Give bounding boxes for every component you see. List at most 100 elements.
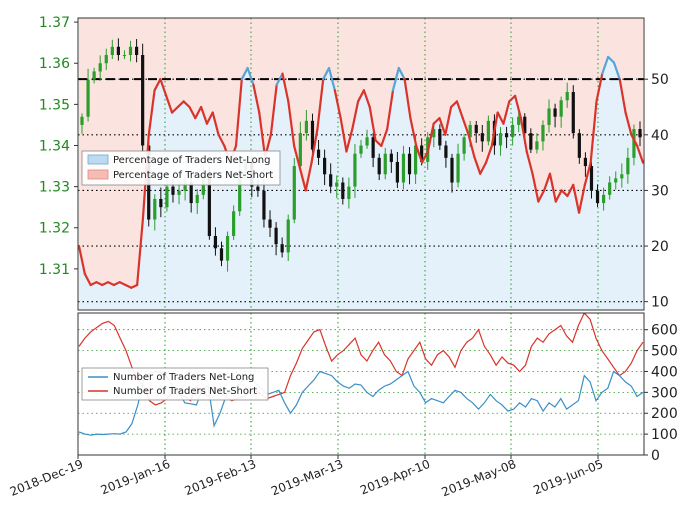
pct-segment — [287, 100, 296, 148]
candle-body — [134, 46, 139, 56]
candle-body — [316, 149, 321, 158]
pct-segment — [234, 78, 243, 148]
legend-label-net-long-count: Number of Traders Net-Long — [113, 372, 254, 383]
candle-body — [638, 129, 642, 138]
pct-segment — [200, 105, 209, 125]
pct-segment — [374, 139, 383, 148]
pct-tick-label: 20 — [651, 239, 669, 255]
candle-body — [432, 129, 436, 138]
candle-body — [383, 153, 387, 175]
pct-segment — [258, 111, 267, 159]
pct-segment — [537, 189, 546, 203]
candle-body — [632, 129, 636, 158]
candle-body — [359, 145, 363, 154]
candle-body — [547, 108, 551, 125]
candle-body — [614, 178, 618, 183]
candle-body — [104, 55, 108, 64]
pct-segment — [182, 100, 191, 109]
pct-segment — [519, 117, 528, 153]
pct-segment — [496, 111, 505, 125]
pct-segment — [240, 66, 249, 81]
pct-segment — [327, 66, 336, 92]
candle-body — [420, 145, 424, 162]
pct-segment — [548, 172, 557, 203]
pct-segment — [205, 111, 214, 125]
candle-body — [541, 124, 545, 142]
candle-body — [262, 190, 266, 220]
pct-segment — [589, 100, 598, 164]
candle-body — [498, 133, 503, 146]
candle-body — [571, 92, 575, 134]
candle-body — [523, 116, 527, 134]
net-short-area — [79, 18, 643, 288]
pct-segment — [147, 89, 156, 136]
pct-segment — [636, 144, 644, 164]
candle-body — [232, 211, 236, 236]
pct-segment — [490, 111, 499, 148]
candle-body — [86, 79, 90, 117]
price-tick-label: 1.32 — [39, 221, 70, 237]
candle-body — [92, 71, 96, 80]
pct-segment — [298, 167, 307, 192]
pct-segment — [316, 78, 325, 131]
date-tick-label: 2019-Mar-13 — [269, 457, 345, 499]
candle-body — [335, 182, 339, 187]
pct-segment — [577, 183, 586, 214]
date-tick-label: 2019-Feb-13 — [183, 457, 258, 498]
candle-body — [329, 174, 333, 187]
pct-segment — [583, 161, 592, 186]
legend-label-net-long-pct: Percentage of Traders Net-Long — [113, 155, 271, 166]
bottom-grid — [78, 313, 644, 455]
price-tick-label: 1.35 — [39, 97, 70, 113]
count-tick-label: 500 — [651, 344, 678, 360]
pct-segment — [525, 150, 534, 175]
date-axis: 2018-Dec-19 2019-Jan-16 2019-Feb-13 2019-Ma… — [8, 455, 605, 499]
pct-segment — [624, 111, 633, 136]
candle-body — [407, 153, 412, 175]
candle-body — [207, 174, 211, 236]
candle-body — [480, 133, 484, 142]
pct-segment — [630, 133, 639, 148]
pct-segment — [170, 105, 179, 114]
pct-segment — [502, 100, 511, 125]
legend-swatch-net-short — [87, 169, 109, 180]
candle-body — [620, 174, 624, 179]
candle-body — [456, 153, 460, 183]
date-tick-label: 2019-May-08 — [440, 457, 519, 500]
percentage-axis: 10 20 30 40 50 — [644, 72, 669, 311]
pct-segment — [461, 117, 470, 136]
pct-segment — [455, 100, 464, 120]
count-tick-label: 400 — [651, 364, 678, 380]
candle-body — [280, 244, 284, 253]
pct-segment — [531, 172, 540, 203]
pct-segment — [595, 72, 604, 103]
pct-segment — [438, 117, 447, 136]
pct-segment — [362, 89, 371, 109]
top-panel: 1.311.321.331.341.351.361.37 1020304050 … — [39, 15, 669, 311]
top-legend: Percentage of Traders Net-Long Percentag… — [81, 150, 281, 186]
pct-tick-label: 40 — [651, 128, 669, 144]
price-tick-label: 1.37 — [39, 15, 70, 31]
candle-body — [474, 124, 478, 134]
candle-body — [559, 100, 563, 117]
candle-body — [438, 129, 442, 146]
pct-segment — [386, 89, 395, 131]
pct-segment — [566, 183, 575, 198]
pct-segment — [479, 161, 488, 175]
candle-body — [304, 120, 309, 134]
pct-segment — [188, 105, 197, 120]
candle-body — [159, 198, 163, 208]
candle-body — [213, 235, 218, 249]
count-tick-label: 0 — [651, 448, 660, 464]
candle-body — [553, 108, 557, 117]
pct-segment — [356, 89, 366, 103]
candle-body — [171, 186, 175, 195]
pct-segment — [176, 100, 185, 109]
pct-segment — [403, 78, 412, 120]
count-axis: 0 100 200 300 400 500 600 — [644, 323, 678, 464]
pct-segment — [450, 100, 459, 109]
candle-body — [626, 157, 630, 175]
candle-body — [589, 166, 594, 191]
pct-segment — [269, 83, 278, 136]
candle-body — [347, 186, 351, 199]
